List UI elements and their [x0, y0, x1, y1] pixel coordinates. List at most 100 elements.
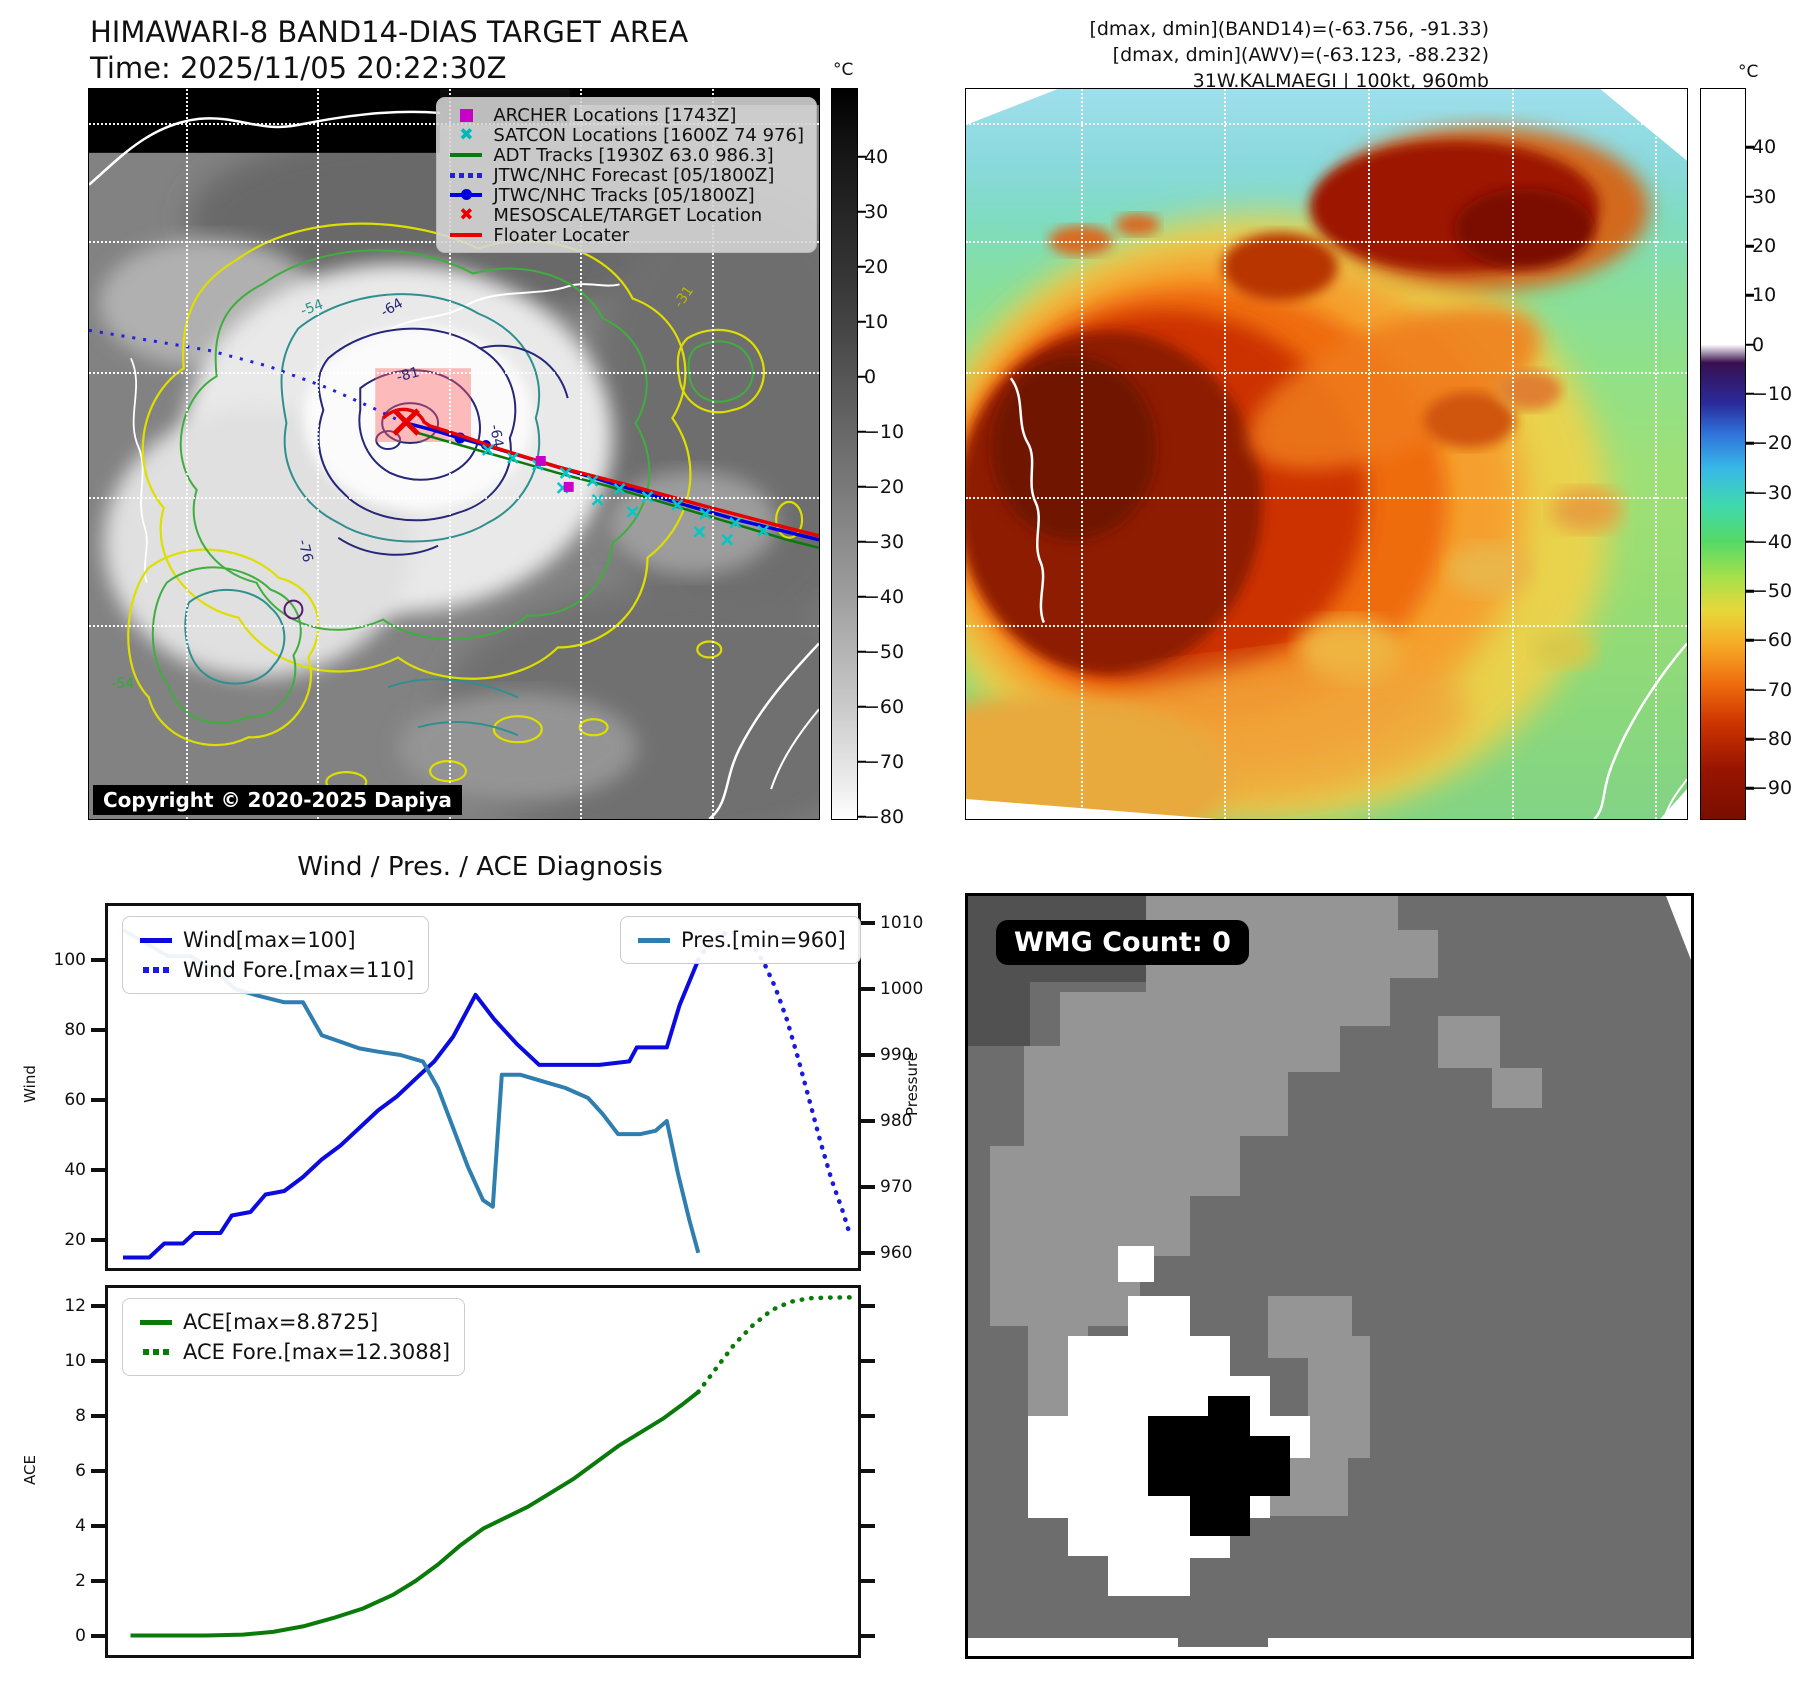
axis-tick-label: 1010 — [880, 913, 924, 934]
legend-item: Wind[max=100] — [137, 925, 414, 955]
band14-colorbar-unit: °C — [833, 60, 854, 80]
colorbar-tick-label: −80 — [864, 805, 905, 828]
gridline-lon — [1080, 89, 1083, 819]
line-marker-icon — [447, 153, 485, 157]
colorbar-tick — [1745, 392, 1754, 396]
axis-tick-label: 980 — [880, 1110, 913, 1131]
axis-tick-label: 10 — [64, 1350, 86, 1371]
legend-item: Floater Locater — [447, 225, 804, 246]
colorbar-tick — [857, 540, 866, 544]
contour-label: -64 — [485, 423, 506, 449]
colorbar-tick-label: −50 — [864, 640, 905, 663]
gridline-lon — [317, 89, 320, 819]
colorbar-tick — [857, 320, 866, 324]
axis-tick — [861, 1053, 875, 1058]
axis-tick — [861, 1303, 875, 1308]
series-ace-max-8-8725- — [130, 1390, 700, 1638]
colorbar-tick-label: 0 — [864, 365, 877, 388]
axis-tick — [91, 957, 105, 962]
colorbar-tick — [1745, 343, 1754, 346]
colorbar-tick-label: 20 — [864, 255, 889, 278]
axis-tick-label: 40 — [64, 1159, 86, 1180]
legend-item: JTWC/NHC Tracks [05/1800Z] — [447, 185, 804, 206]
axis-tick — [861, 1634, 875, 1639]
axis-tick — [91, 1413, 105, 1418]
dmax-dmin-awv: [dmax, dmin](AWV)=(-63.123, -88.232) — [1112, 44, 1489, 66]
legend-item: JTWC/NHC Forecast [05/1800Z] — [447, 165, 804, 186]
timestamp: Time: 2025/11/05 20:22:30Z — [90, 51, 507, 85]
axis-tick — [861, 1118, 875, 1123]
line-icon — [137, 937, 175, 943]
storm-stats-block: [dmax, dmin](BAND14)=(-63.756, -91.33) [… — [789, 16, 1489, 94]
colorbar-tick — [1745, 639, 1754, 642]
gridline-lat — [966, 240, 1687, 243]
axis-tick-label: 970 — [880, 1176, 913, 1197]
wind-legend: Wind[max=100] Wind Fore.[max=110] — [122, 916, 430, 994]
colorbar-tick-label: −30 — [1752, 481, 1793, 504]
x-marker-icon: ✖ — [459, 204, 474, 225]
colorbar-tick — [1745, 787, 1754, 790]
legend-label: ADT Tracks [1930Z 63.0 986.3] — [493, 144, 774, 166]
colorbar-tick — [857, 595, 866, 599]
band14-satellite-map: ARCHER Locations [1743Z] ✖ SATCON Location… — [88, 88, 820, 820]
legend-item: ARCHER Locations [1743Z] — [447, 105, 804, 126]
axis-tick — [861, 987, 875, 992]
legend-label: SATCON Locations [1600Z 74 976] — [493, 124, 804, 146]
series-wind-max-100- — [123, 959, 701, 1260]
axis-tick — [91, 1578, 105, 1583]
pressure-axis-label: Pressure — [903, 1051, 921, 1117]
axis-tick-label: 0 — [75, 1626, 86, 1647]
line-icon — [635, 937, 673, 943]
x-marker-icon: ✖ — [459, 124, 474, 145]
colorbar-tick — [857, 430, 866, 434]
axis-tick — [861, 1184, 875, 1189]
colorbar-tick — [1745, 195, 1754, 198]
axis-tick-label: 20 — [64, 1229, 86, 1250]
awv-colorbar-unit: °C — [1738, 62, 1759, 82]
colorbar-tick-label: −10 — [1752, 382, 1793, 405]
legend-item: Pres.[min=960] — [635, 925, 846, 955]
axis-tick-label: 4 — [75, 1515, 86, 1536]
axis-tick-label: 1000 — [880, 979, 924, 1000]
projection-edges — [966, 89, 1687, 819]
colorbar-tick-label: 30 — [1752, 185, 1777, 208]
colorbar-tick-label: −60 — [864, 695, 905, 718]
colorbar-tick-label: −50 — [1752, 580, 1793, 603]
copyright: Copyright © 2020-2025 Dapiya — [93, 785, 462, 815]
archer-markers — [535, 455, 574, 492]
floater-locater-line — [382, 407, 819, 538]
band14-satellite-image — [89, 89, 819, 819]
line-dot-marker-icon — [447, 189, 485, 200]
colorbar-tick — [857, 265, 866, 269]
axis-tick — [91, 1237, 105, 1242]
contour-label: -54 — [111, 675, 135, 692]
map-legend: ARCHER Locations [1743Z] ✖ SATCON Location… — [436, 97, 817, 253]
legend-label: Wind Fore.[max=110] — [183, 958, 415, 982]
line-icon — [137, 1319, 175, 1325]
awv-satellite-map: 110°E112°E114°E116°E118°E18°N16°N14°N12°… — [965, 88, 1688, 820]
axis-tick-label: 6 — [75, 1460, 86, 1481]
wmg-black-blob — [1148, 1396, 1290, 1536]
colorbar-tick-label: −70 — [1752, 678, 1793, 701]
legend-label: Wind[max=100] — [183, 928, 356, 952]
colorbar-tick-label: 30 — [864, 200, 889, 223]
gridline-lat — [966, 122, 1687, 125]
colorbar-tick — [1745, 146, 1754, 149]
gridline-lat — [89, 372, 819, 375]
colorbar-tick — [857, 760, 866, 764]
dotted-line-icon — [137, 1349, 175, 1355]
axis-tick — [91, 1097, 105, 1102]
legend-label: ACE Fore.[max=12.3088] — [183, 1340, 451, 1364]
axis-tick-label: 960 — [880, 1242, 913, 1263]
gridline-lon — [186, 89, 189, 819]
coastlines — [89, 110, 819, 819]
line-marker-icon — [447, 233, 485, 237]
gridline-lon — [1655, 89, 1658, 819]
colorbar-tick — [857, 705, 866, 709]
gridline-lon — [1224, 89, 1227, 819]
gridline-lon — [580, 89, 583, 819]
colorbar-tick-label: −20 — [1752, 432, 1793, 455]
gridline-lat — [966, 372, 1687, 375]
axis-tick — [861, 1523, 875, 1528]
